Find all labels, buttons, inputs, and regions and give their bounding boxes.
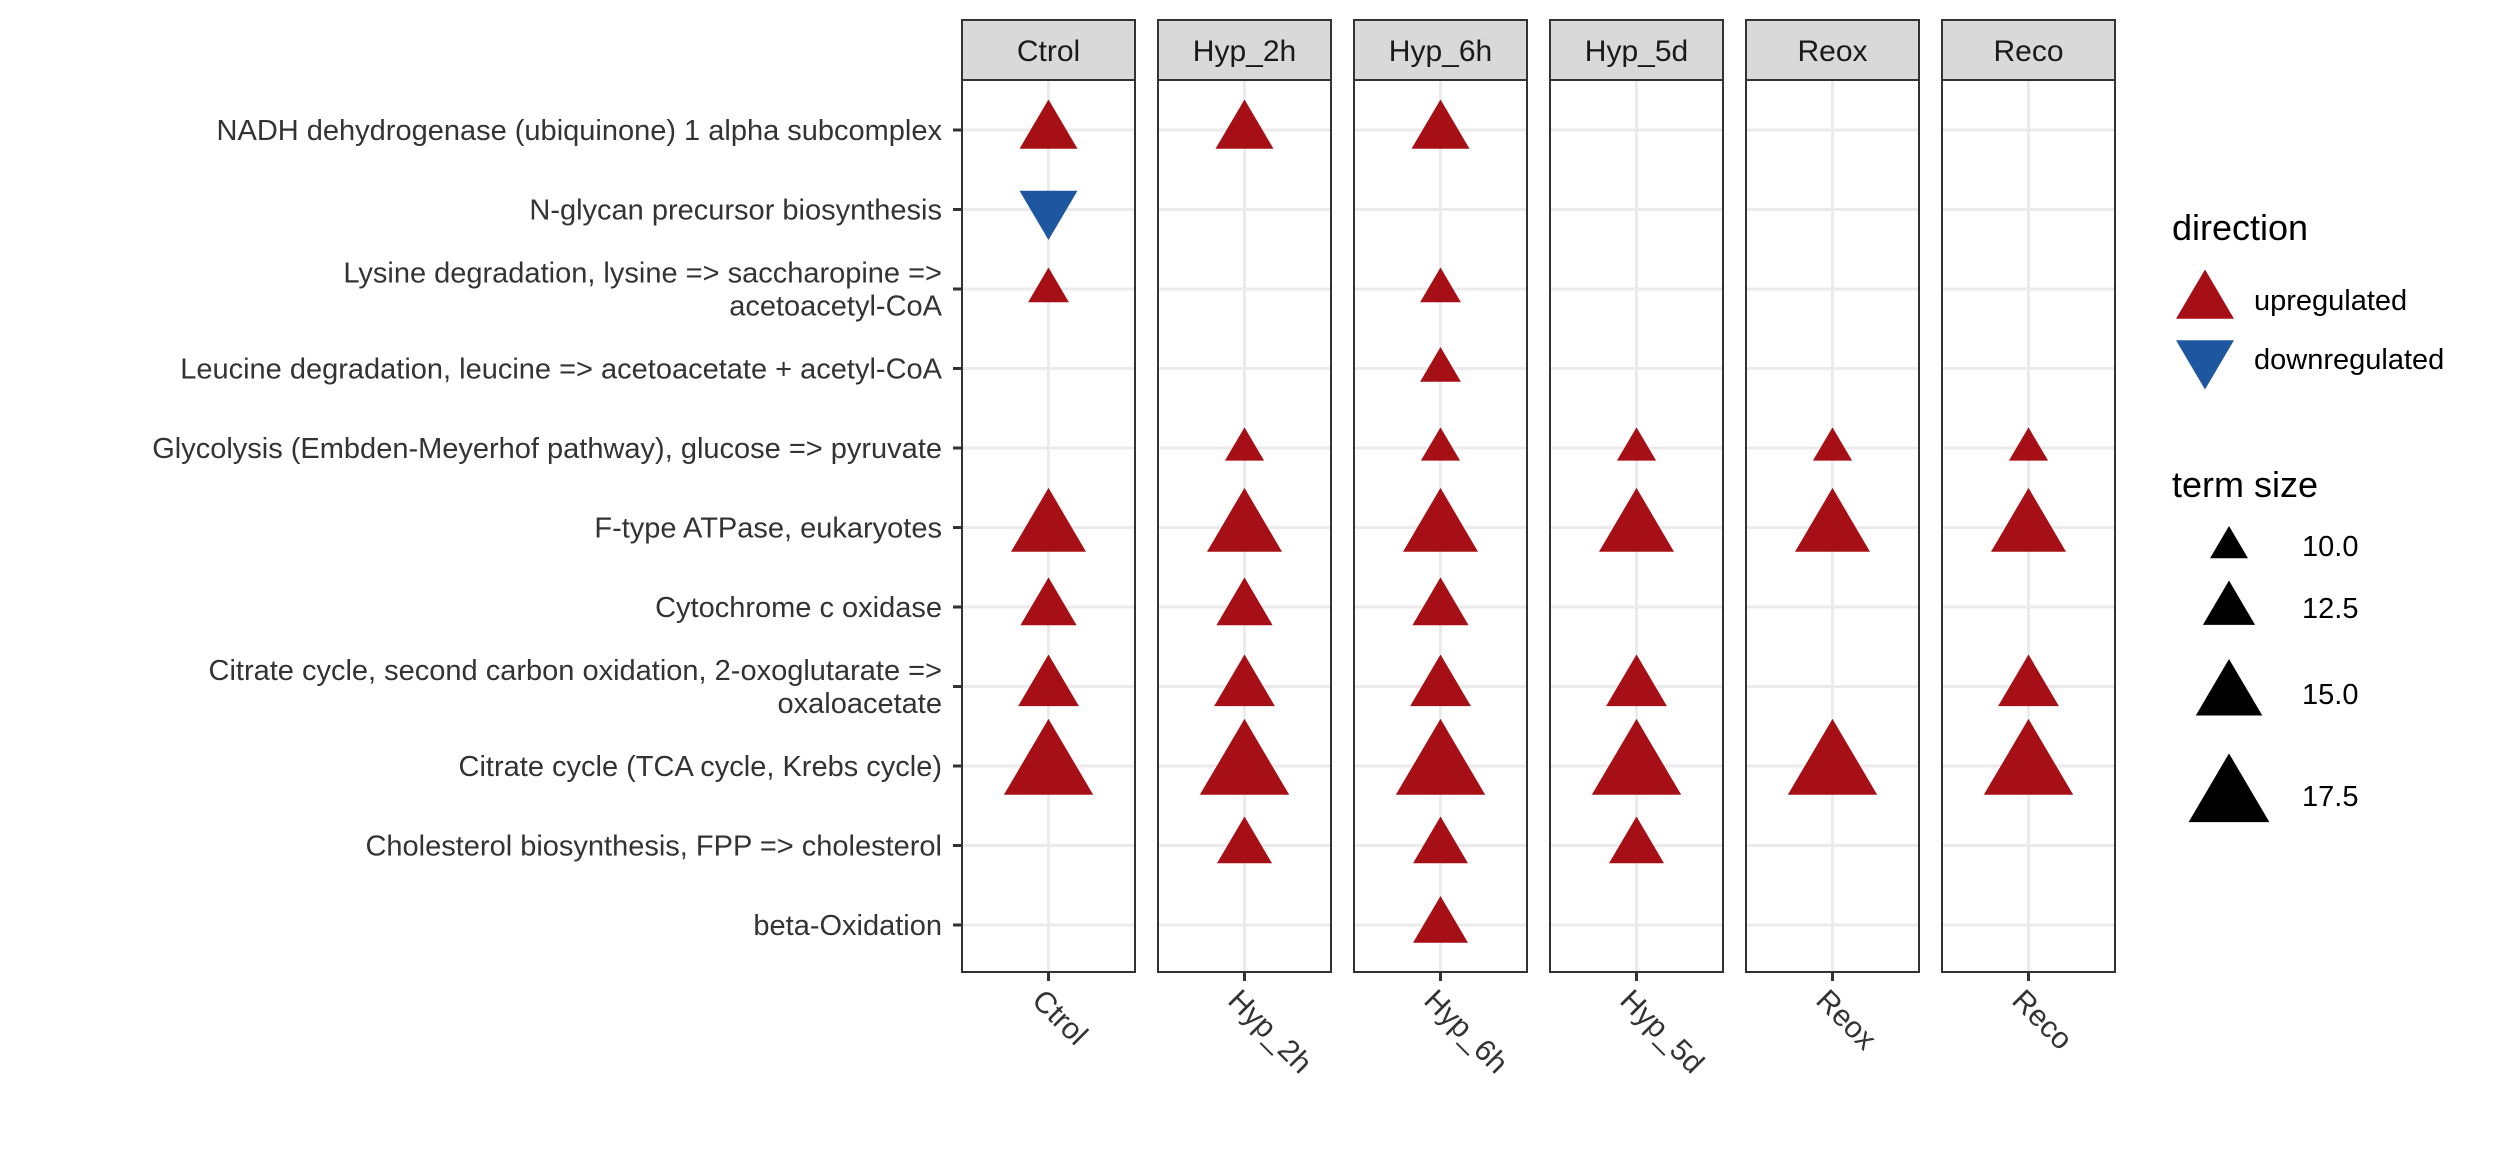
- data-point-hyp-6h-term-5: [1403, 487, 1478, 552]
- y-tick-label-line: Lysine degradation, lysine => saccharopi…: [343, 258, 942, 290]
- data-point-hyp-6h-term-8: [1395, 718, 1486, 795]
- data-point-ctrol-term-8: [1003, 718, 1094, 795]
- data-point-hyp-5d-term-8: [1591, 718, 1682, 795]
- data-point-hyp-5d-term-7: [1606, 654, 1667, 707]
- y-tick-label: N-glycan precursor biosynthesis: [529, 195, 942, 227]
- x-tick-label: Reco: [2006, 984, 2079, 1057]
- y-tick-label-line: oxaloacetate: [778, 688, 942, 720]
- data-point-hyp-6h-term-3: [1420, 347, 1461, 382]
- data-point-reox-term-8: [1787, 718, 1878, 795]
- data-point-hyp-6h-term-2: [1420, 267, 1461, 303]
- y-tick-label: Cholesterol biosynthesis, FPP => cholest…: [365, 831, 942, 863]
- data-point-hyp-6h-term-0: [1411, 99, 1470, 149]
- y-tick-label: Citrate cycle, second carbon oxidation, …: [209, 655, 942, 720]
- data-point-ctrol-term-1: [1019, 190, 1078, 240]
- panels-layer: Ctrol Hyp_2h Hyp_6h Hyp_5d Reox Reco: [961, 19, 2116, 973]
- data-point-hyp-2h-term-8: [1199, 718, 1290, 795]
- data-point-hyp-5d-term-9: [1609, 816, 1664, 864]
- data-point-hyp-5d-term-5: [1599, 487, 1674, 552]
- data-point-ctrol-term-5: [1011, 487, 1086, 552]
- legend-direction-title: direction: [2172, 207, 2308, 248]
- y-tick-label: Leucine degradation, leucine => acetoace…: [180, 354, 942, 386]
- legend-size-label: 17.5: [2302, 781, 2358, 813]
- y-tick-label: Citrate cycle (TCA cycle, Krebs cycle): [459, 751, 942, 783]
- data-point-hyp-2h-term-6: [1216, 577, 1273, 626]
- x-tick-label: Hyp_2h: [1222, 984, 1318, 1080]
- data-point-hyp-6h-term-6: [1412, 577, 1469, 626]
- facet-strip: [1941, 19, 2116, 81]
- data-point-reco-term-7: [1998, 654, 2059, 707]
- x-tick-label: Hyp_5d: [1614, 984, 1710, 1080]
- data-point-hyp-6h-term-10: [1413, 896, 1468, 943]
- y-axis-labels: NADH dehydrogenase (ubiquinone) 1 alpha …: [152, 115, 962, 942]
- data-point-ctrol-term-6: [1020, 577, 1077, 626]
- facet-strip: [1745, 19, 1920, 81]
- facet-strip: [1353, 19, 1528, 81]
- y-tick-label-line: acetoacetyl-CoA: [729, 291, 942, 323]
- x-tick-label: Ctrol: [1026, 984, 1094, 1052]
- data-point-ctrol-term-2: [1028, 267, 1069, 303]
- data-point-reco-term-5: [1991, 487, 2066, 552]
- facet-strip: [1549, 19, 1724, 81]
- data-points: [1003, 99, 2074, 943]
- legend-size-key-17-5: [2188, 753, 2270, 823]
- data-point-ctrol-term-0: [1019, 99, 1078, 149]
- data-point-ctrol-term-7: [1018, 654, 1079, 707]
- facet-strip-label: Reox: [1797, 35, 1867, 68]
- facet-strip-label: Hyp_5d: [1585, 35, 1688, 68]
- data-point-hyp-6h-term-7: [1410, 654, 1471, 707]
- facet-strip-label: Reco: [1993, 35, 2063, 68]
- y-tick-label-line: Citrate cycle, second carbon oxidation, …: [209, 655, 942, 687]
- legend-label-downregulated: downregulated: [2254, 344, 2444, 376]
- y-tick-label: Glycolysis (Embden-Meyerhof pathway), gl…: [152, 433, 942, 465]
- legend-size-key-15-0: [2195, 659, 2263, 716]
- legend-key-upregulated: [2176, 269, 2234, 319]
- facet-strip-label: Hyp_6h: [1389, 35, 1492, 68]
- data-point-reco-term-8: [1983, 718, 2074, 795]
- data-point-reox-term-5: [1795, 487, 1870, 552]
- data-point-hyp-2h-term-4: [1224, 427, 1265, 461]
- legend: direction upregulated downregulated term si…: [2172, 207, 2444, 823]
- y-tick-label: Cytochrome c oxidase: [655, 592, 942, 624]
- x-tick-label: Reox: [1810, 984, 1883, 1057]
- data-point-hyp-6h-term-9: [1413, 816, 1468, 864]
- legend-size-label: 10.0: [2302, 531, 2358, 563]
- legend-size-label: 12.5: [2302, 593, 2358, 625]
- data-point-hyp-2h-term-0: [1215, 99, 1274, 149]
- legend-size-label: 15.0: [2302, 679, 2358, 711]
- data-point-hyp-6h-term-4: [1420, 427, 1461, 461]
- data-point-hyp-2h-term-9: [1217, 816, 1272, 864]
- legend-size-key-10-0: [2210, 526, 2248, 559]
- y-tick-label: F-type ATPase, eukaryotes: [594, 513, 942, 545]
- facet-strip-label: Ctrol: [1017, 35, 1080, 68]
- legend-label-upregulated: upregulated: [2254, 285, 2407, 317]
- facet-strip: [1157, 19, 1332, 81]
- legend-key-downregulated: [2176, 340, 2234, 390]
- y-tick-label: beta-Oxidation: [753, 910, 942, 942]
- legend-size-title: term size: [2172, 464, 2318, 505]
- data-point-reco-term-4: [2008, 427, 2049, 461]
- x-tick-label: Hyp_6h: [1418, 984, 1514, 1080]
- facet-strip-label: Hyp_2h: [1193, 35, 1296, 68]
- data-point-hyp-2h-term-7: [1214, 654, 1275, 707]
- facet-strip: [961, 19, 1136, 81]
- y-tick-label: NADH dehydrogenase (ubiquinone) 1 alpha …: [217, 115, 943, 147]
- data-point-hyp-5d-term-4: [1616, 427, 1657, 461]
- legend-size-key-12-5: [2202, 580, 2256, 625]
- x-axis-labels: Ctrol Hyp_2h Hyp_6h Hyp_5d Reox Reco: [1026, 972, 2079, 1080]
- y-tick-label: Lysine degradation, lysine => saccharopi…: [343, 258, 942, 323]
- data-point-reox-term-4: [1812, 427, 1853, 461]
- data-point-hyp-2h-term-5: [1207, 487, 1282, 552]
